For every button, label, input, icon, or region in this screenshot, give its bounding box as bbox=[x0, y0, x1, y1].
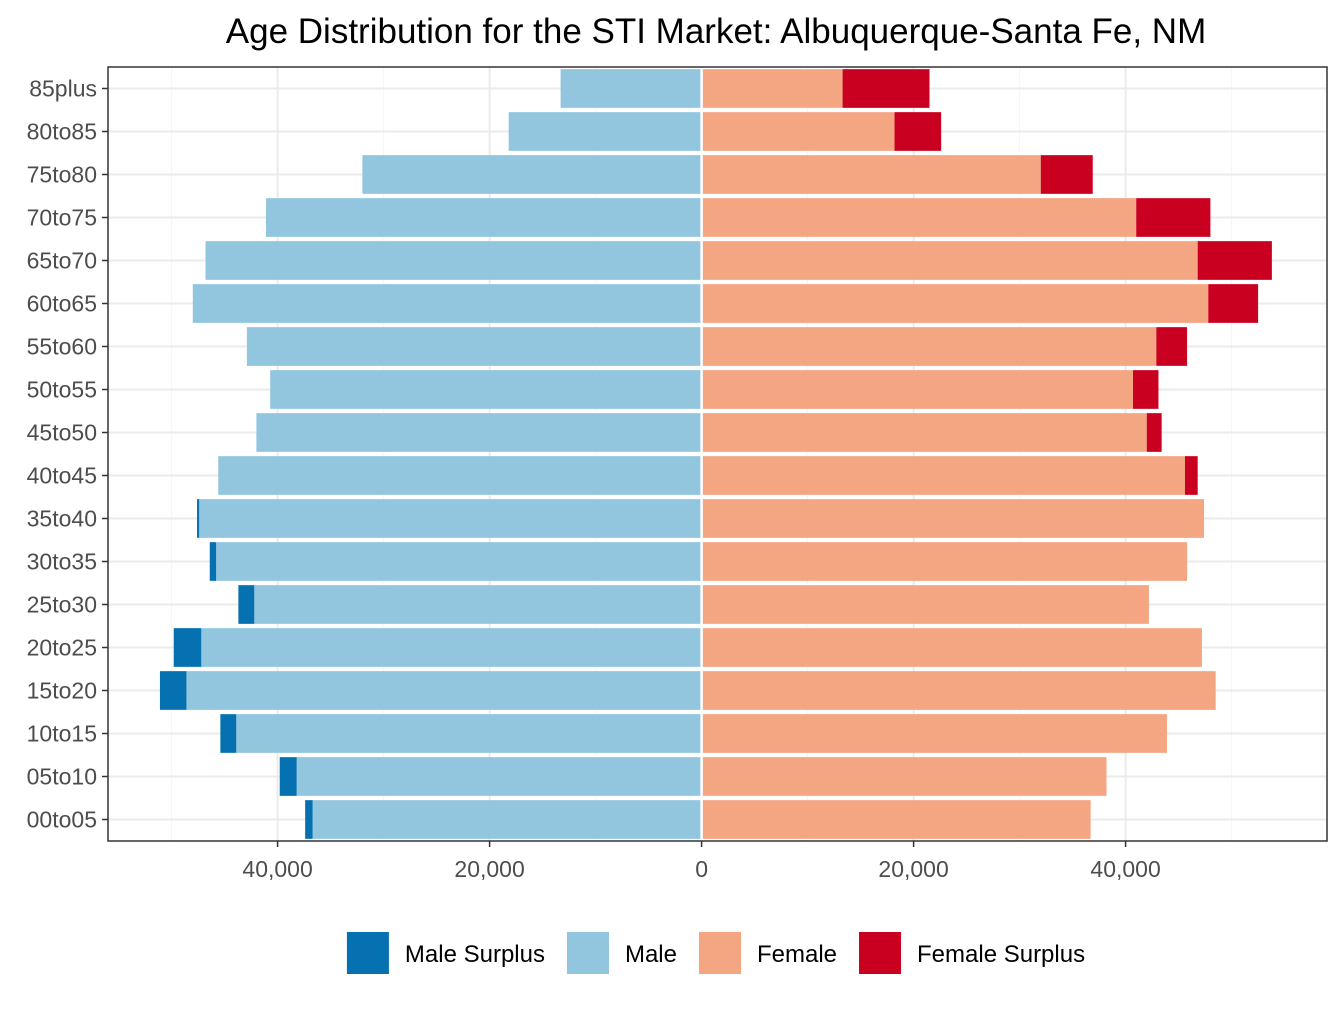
y-tick-label: 80to85 bbox=[27, 119, 97, 145]
legend-label-female-surplus: Female Surplus bbox=[917, 941, 1085, 968]
y-tick-label: 60to65 bbox=[27, 291, 97, 317]
bar-female-surplus bbox=[1184, 456, 1198, 495]
bar-female-surplus bbox=[1197, 241, 1272, 280]
bar-female bbox=[701, 714, 1167, 753]
bar-female bbox=[701, 155, 1041, 194]
y-tick-label: 35to40 bbox=[27, 506, 97, 532]
bar-male bbox=[201, 628, 702, 667]
bar-male bbox=[254, 585, 702, 624]
y-tick-label: 65to70 bbox=[27, 248, 97, 274]
bar-female bbox=[701, 284, 1209, 323]
y-tick-label: 20to25 bbox=[27, 635, 97, 661]
bar-female-surplus bbox=[1040, 155, 1093, 194]
bar-male bbox=[312, 800, 702, 839]
bar-male bbox=[216, 542, 702, 581]
panel-background bbox=[108, 67, 1327, 841]
y-tick-label: 70to75 bbox=[27, 205, 97, 231]
bar-male bbox=[236, 714, 702, 753]
y-tick-label: 40to45 bbox=[27, 463, 97, 489]
bar-female bbox=[701, 757, 1107, 796]
bar-female-surplus bbox=[1156, 327, 1188, 366]
bar-female bbox=[701, 499, 1205, 538]
bar-male bbox=[246, 327, 702, 366]
bar-female-surplus bbox=[1208, 284, 1259, 323]
bar-female bbox=[701, 628, 1202, 667]
legend-key-male bbox=[566, 932, 609, 974]
legend-label-male: Male bbox=[625, 941, 677, 968]
bar-male-surplus bbox=[220, 714, 237, 753]
x-tick-label: 20,000 bbox=[878, 856, 948, 882]
bar-female bbox=[701, 456, 1185, 495]
y-tick-label: 50to55 bbox=[27, 377, 97, 403]
y-tick-label: 00to05 bbox=[27, 807, 97, 833]
y-tick-label: 85plus bbox=[29, 76, 97, 102]
legend-key-female-surplus bbox=[859, 932, 902, 974]
bar-male bbox=[218, 456, 702, 495]
legend-key-male-surplus bbox=[346, 932, 389, 974]
bar-male-surplus bbox=[209, 542, 217, 581]
bar-male bbox=[362, 155, 702, 194]
bars-layer bbox=[159, 67, 1272, 841]
y-tick-label: 05to10 bbox=[27, 764, 97, 790]
bar-male bbox=[265, 198, 702, 237]
bar-female bbox=[701, 413, 1147, 452]
bar-male-surplus bbox=[173, 628, 202, 667]
bar-male-surplus bbox=[159, 671, 187, 710]
y-tick-label: 15to20 bbox=[27, 678, 97, 704]
y-tick-label: 10to15 bbox=[27, 721, 97, 747]
bar-male bbox=[205, 241, 702, 280]
bar-male bbox=[192, 284, 702, 323]
bar-male bbox=[256, 413, 702, 452]
bar-female bbox=[701, 585, 1149, 624]
legend: Male Surplus Male Female Female Surplus bbox=[346, 932, 1085, 974]
bar-female bbox=[701, 198, 1137, 237]
bar-female bbox=[701, 671, 1216, 710]
bar-female bbox=[701, 542, 1188, 581]
bar-male bbox=[270, 370, 702, 409]
y-tick-label: 45to50 bbox=[27, 420, 97, 446]
bar-male-surplus bbox=[305, 800, 313, 839]
bar-male-surplus bbox=[238, 585, 255, 624]
bar-female-surplus bbox=[1133, 370, 1159, 409]
legend-key-female bbox=[698, 932, 741, 974]
bar-female bbox=[701, 112, 895, 151]
legend-label-male-surplus: Male Surplus bbox=[405, 941, 545, 968]
y-tick-label: 25to30 bbox=[27, 592, 97, 618]
bar-female bbox=[701, 370, 1134, 409]
x-tick-label: 0 bbox=[695, 856, 708, 882]
bar-female-surplus bbox=[1146, 413, 1162, 452]
x-axis: 40,000 20,000 0 20,000 40,000 bbox=[242, 841, 1161, 882]
bar-female-surplus bbox=[894, 112, 942, 151]
bar-male bbox=[508, 112, 702, 151]
bar-female bbox=[701, 69, 843, 108]
bar-male-surplus bbox=[197, 499, 200, 538]
x-tick-label: 40,000 bbox=[242, 856, 312, 882]
bar-male bbox=[199, 499, 702, 538]
y-axis: 00to05 05to10 10to15 15to20 20to25 25to30 30to… bbox=[27, 76, 108, 833]
bar-female-surplus bbox=[1136, 198, 1211, 237]
y-tick-label: 55to60 bbox=[27, 334, 97, 360]
bar-male-surplus bbox=[279, 757, 297, 796]
bar-male bbox=[560, 69, 702, 108]
x-tick-label: 20,000 bbox=[454, 856, 524, 882]
bar-male bbox=[296, 757, 702, 796]
y-tick-label: 30to35 bbox=[27, 549, 97, 575]
bar-female-surplus bbox=[842, 69, 930, 108]
bar-female bbox=[701, 800, 1091, 839]
chart-title: Age Distribution for the STI Market: Alb… bbox=[226, 12, 1206, 51]
bar-male bbox=[186, 671, 702, 710]
bar-female bbox=[701, 327, 1157, 366]
panel-border bbox=[107, 66, 1328, 842]
bar-female bbox=[701, 241, 1198, 280]
x-tick-label: 40,000 bbox=[1090, 856, 1160, 882]
legend-label-female: Female bbox=[757, 941, 837, 968]
y-tick-label: 75to80 bbox=[27, 162, 97, 188]
